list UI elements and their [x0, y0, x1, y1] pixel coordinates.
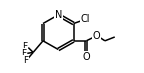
Text: Cl: Cl — [81, 14, 90, 24]
Text: O: O — [83, 52, 90, 62]
Text: F: F — [21, 49, 26, 58]
Text: F: F — [23, 56, 28, 65]
Text: O: O — [92, 31, 100, 41]
Text: N: N — [55, 10, 62, 20]
Text: F: F — [22, 42, 27, 51]
